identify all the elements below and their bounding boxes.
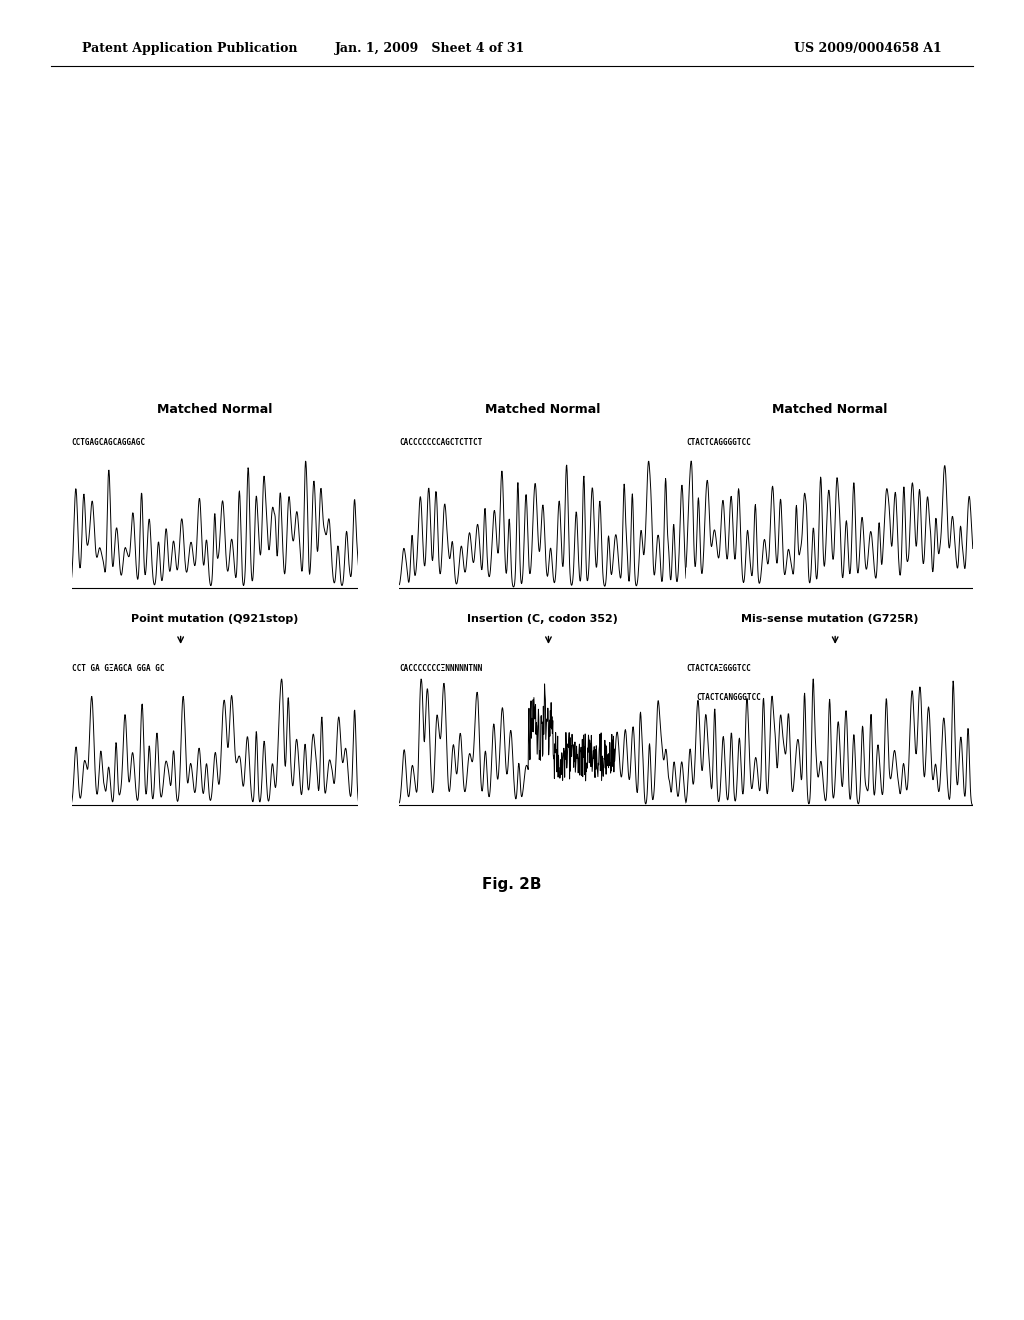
Text: CACCCCCCCΞNNNNNTNN: CACCCCCCCΞNNNNNTNN	[399, 664, 482, 673]
Text: CACCCCCCCAGCTCTTCT: CACCCCCCCAGCTCTTCT	[399, 438, 482, 447]
Text: Matched Normal: Matched Normal	[772, 403, 887, 416]
Text: Matched Normal: Matched Normal	[485, 403, 600, 416]
Text: CCTGAGCAGCAGGAGC: CCTGAGCAGCAGGAGC	[72, 438, 145, 447]
Text: Matched Normal: Matched Normal	[158, 403, 272, 416]
Text: Insertion (C, codon 352): Insertion (C, codon 352)	[467, 614, 618, 624]
Text: Mis-sense mutation (G725R): Mis-sense mutation (G725R)	[740, 614, 919, 624]
Text: Jan. 1, 2009   Sheet 4 of 31: Jan. 1, 2009 Sheet 4 of 31	[335, 42, 525, 55]
Text: US 2009/0004658 A1: US 2009/0004658 A1	[795, 42, 942, 55]
Text: CCT GA GΞAGCA GGA GC: CCT GA GΞAGCA GGA GC	[72, 664, 164, 673]
Text: Point mutation (Q921stop): Point mutation (Q921stop)	[131, 614, 299, 624]
Text: CTACTCANGGGTCC: CTACTCANGGGTCC	[696, 693, 761, 702]
Text: CTACTCAGGGGTCC: CTACTCAGGGGTCC	[686, 438, 751, 447]
Text: CTACTCAΞGGGTCC: CTACTCAΞGGGTCC	[686, 664, 751, 673]
Text: Fig. 2B: Fig. 2B	[482, 876, 542, 892]
Text: Patent Application Publication: Patent Application Publication	[82, 42, 297, 55]
